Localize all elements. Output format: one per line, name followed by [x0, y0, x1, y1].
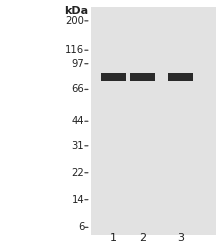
Text: 6: 6 [78, 222, 84, 232]
Text: 97: 97 [71, 59, 84, 69]
Text: 3: 3 [177, 233, 184, 243]
Text: 31: 31 [72, 141, 84, 151]
Text: 2: 2 [139, 233, 146, 243]
Text: 1: 1 [110, 233, 117, 243]
Bar [168, 74, 193, 81]
Bar [130, 74, 155, 81]
Text: 44: 44 [72, 116, 84, 126]
Text: 66: 66 [71, 85, 84, 94]
Text: 22: 22 [71, 168, 84, 178]
Text: 116: 116 [65, 45, 84, 55]
Bar [101, 74, 126, 81]
Text: 14: 14 [72, 195, 84, 205]
Text: 200: 200 [65, 16, 84, 26]
Text: kDa: kDa [64, 6, 89, 16]
Bar [91, 7, 216, 235]
